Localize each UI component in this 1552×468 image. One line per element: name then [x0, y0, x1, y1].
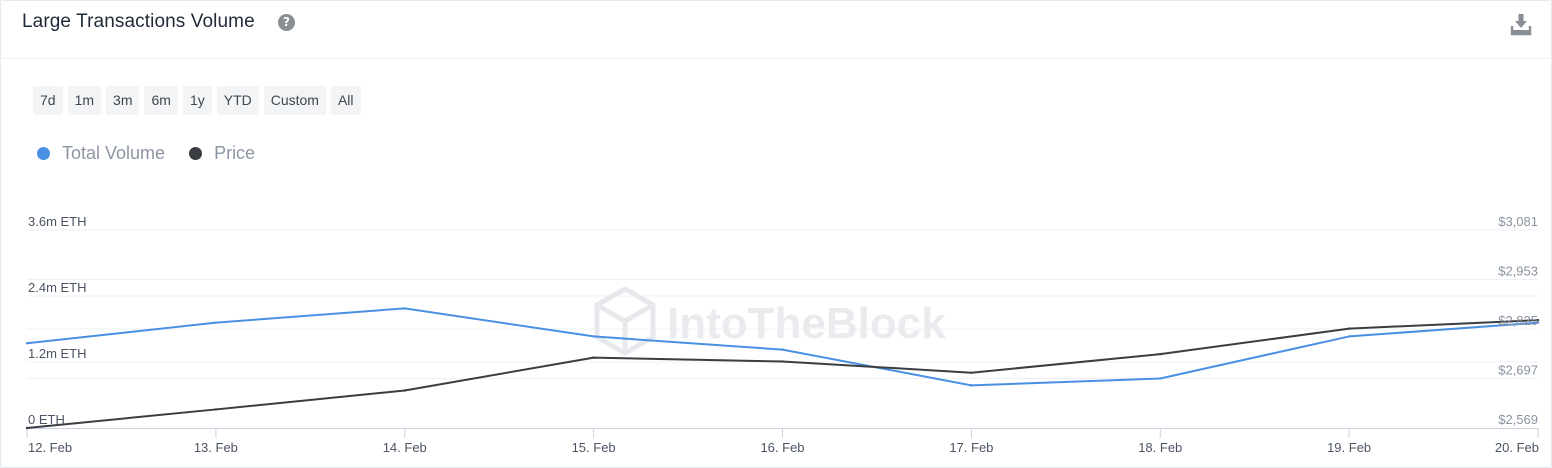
range-selector: 7d 1m 3m 6m 1y YTD Custom All [33, 86, 361, 115]
price-point [403, 389, 406, 392]
right-y-tick-label: $2,953 [1498, 264, 1538, 279]
legend: Total Volume Price [37, 143, 279, 164]
range-button-custom[interactable]: Custom [263, 86, 326, 115]
total-volume-point [214, 321, 218, 324]
total-volume-point [1159, 377, 1162, 380]
left-y-tick-label: 1.2m ETH [28, 346, 87, 361]
right-y-tick-label: $2,697 [1498, 363, 1538, 378]
price-point [781, 360, 784, 363]
total-volume-point [592, 335, 595, 338]
x-tick-label: 19. Feb [1327, 440, 1371, 455]
range-button-all[interactable]: All [330, 86, 361, 115]
x-tick-label: 17. Feb [949, 440, 993, 455]
legend-dot-volume [37, 147, 50, 160]
watermark-logo-icon [594, 286, 656, 356]
download-icon[interactable] [1510, 12, 1534, 36]
legend-item-total-volume[interactable]: Total Volume [37, 143, 165, 164]
total-volume-point [25, 342, 29, 345]
price-point [970, 371, 973, 374]
total-volume-point [403, 307, 406, 310]
price-point [25, 426, 29, 430]
right-y-tick-label: $2,825 [1498, 313, 1538, 328]
total-volume-point [970, 384, 973, 387]
x-tick-label: 18. Feb [1138, 440, 1182, 455]
watermark-text: IntoTheBlock [667, 299, 946, 348]
total-volume-series [25, 307, 1540, 387]
x-tick-label: 15. Feb [572, 440, 616, 455]
legend-item-price[interactable]: Price [189, 143, 255, 164]
x-tick-label: 20. Feb [1495, 440, 1539, 455]
price-series [25, 318, 1540, 430]
watermark: IntoTheBlock [594, 286, 946, 356]
total-volume-point [1347, 335, 1351, 338]
left-y-tick-label: 3.6m ETH [28, 214, 87, 229]
x-tick-label: 12. Feb [28, 440, 72, 455]
price-point [214, 408, 218, 411]
legend-label-price: Price [214, 143, 256, 163]
question-circle-icon[interactable]: ? [278, 14, 295, 31]
legend-label-volume: Total Volume [62, 143, 166, 163]
left-y-tick-label: 2.4m ETH [28, 280, 87, 295]
range-button-1m[interactable]: 1m [67, 86, 102, 115]
chart-title: Large Transactions Volume [22, 11, 255, 32]
x-tick-label: 14. Feb [383, 440, 427, 455]
right-y-tick-label: $3,081 [1498, 214, 1538, 229]
right-y-tick-label: $2,569 [1498, 412, 1538, 427]
price-point [1159, 352, 1162, 356]
left-y-tick-label: 0 ETH [28, 412, 65, 427]
range-button-6m[interactable]: 6m [144, 86, 178, 115]
range-button-ytd[interactable]: YTD [216, 86, 259, 115]
card-header: Large Transactions Volume ? [1, 1, 1551, 59]
price-point [1347, 327, 1351, 330]
price-point [592, 356, 595, 359]
price-point [1536, 318, 1540, 322]
range-button-3m[interactable]: 3m [106, 86, 140, 115]
x-tick-label: 13. Feb [194, 440, 238, 455]
total-volume-point [1536, 321, 1540, 324]
range-button-1y[interactable]: 1y [182, 86, 212, 115]
x-tick-label: 16. Feb [760, 440, 804, 455]
total-volume-point [781, 348, 784, 351]
range-button-7d[interactable]: 7d [33, 86, 63, 115]
legend-dot-price [189, 147, 203, 160]
